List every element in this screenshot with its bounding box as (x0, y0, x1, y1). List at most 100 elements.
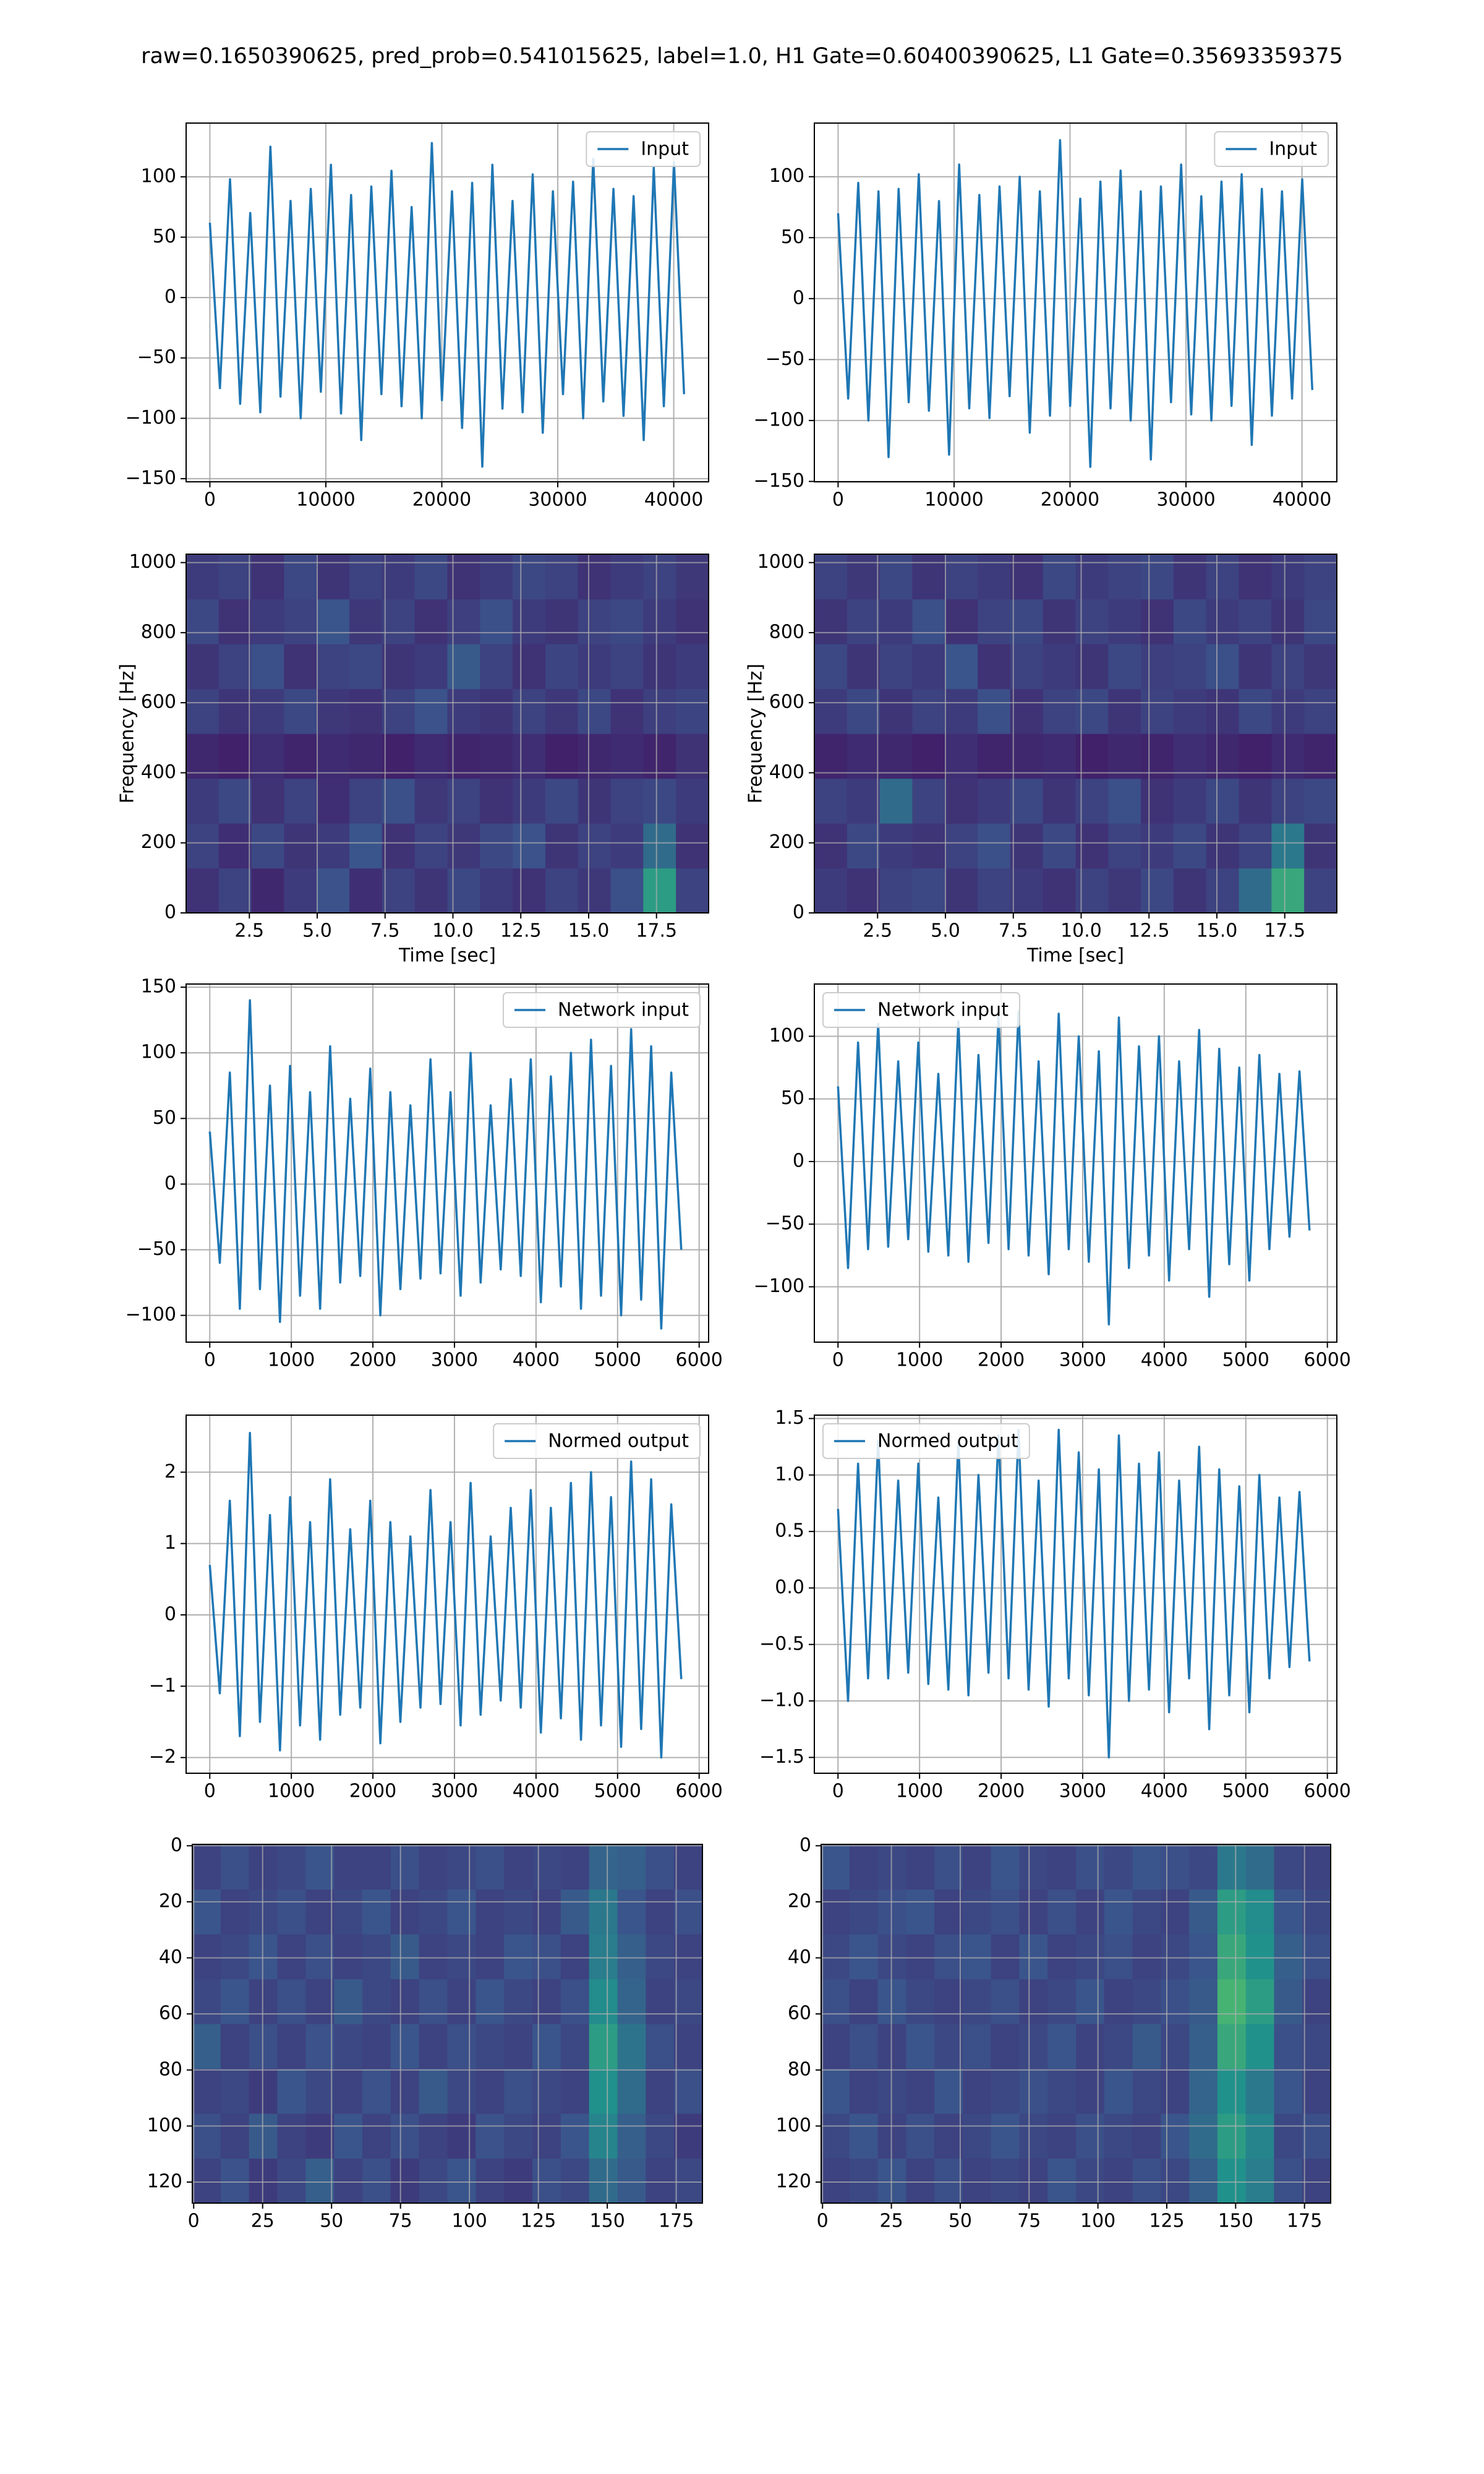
heatmap-cell (186, 734, 220, 779)
heatmap-cell (1043, 599, 1077, 644)
heatmap-cell (390, 2068, 420, 2114)
heatmap-cell (1302, 2068, 1331, 2114)
heatmap-cell (447, 1979, 476, 2024)
heatmap-cell (1239, 868, 1272, 913)
heatmap-cell (674, 1979, 702, 2024)
heatmap-cell (814, 599, 848, 644)
heatmap-cell (218, 734, 252, 779)
heatmap-cell (821, 2068, 850, 2114)
heatmap-cell (414, 599, 448, 644)
heatmap-cell (877, 2068, 906, 2114)
x-tick-label: 175 (1287, 2211, 1322, 2232)
subplot: 0 25 50 75 100 125 150 175 0 20 40 60 80 100 120 (776, 1834, 1331, 2232)
heatmap-cell (646, 2024, 675, 2070)
x-tick-label: 7.5 (370, 920, 400, 942)
x-tick-label: 50 (320, 2211, 343, 2232)
heatmap-cell (349, 688, 383, 734)
x-tick-label: 125 (1149, 2211, 1184, 2232)
heatmap-cell (676, 554, 709, 600)
heatmap-cell (334, 2068, 363, 2114)
y-tick-label: −50 (137, 1238, 176, 1260)
heatmap-cell (1173, 688, 1207, 734)
heatmap-cell (879, 778, 913, 824)
heatmap-cell (251, 778, 285, 824)
heatmap-cell (513, 823, 546, 869)
heatmap-cell (912, 599, 945, 644)
heatmap-cell (646, 1844, 675, 1890)
heatmap-cell (589, 2068, 618, 2114)
heatmap-cell (1104, 1979, 1133, 2024)
heatmap-cell (676, 644, 709, 690)
y-tick-label: 0 (164, 1173, 176, 1194)
heatmap-cell (480, 734, 513, 779)
y-axis-label: Frequency [Hz] (117, 664, 139, 803)
heatmap-cell (589, 1844, 618, 1890)
y-tick-label: −100 (754, 1275, 804, 1297)
heatmap-cell (1104, 2113, 1133, 2159)
heatmap-cell (1189, 1889, 1218, 1935)
heatmap-cell (674, 1934, 702, 1980)
heatmap-cell (945, 688, 978, 734)
heatmap-cell (1217, 2024, 1247, 2070)
y-tick-label: 2 (164, 1461, 176, 1483)
heatmap-cell (578, 734, 612, 779)
heatmap-cell (991, 2068, 1020, 2114)
heatmap-cell (589, 1934, 618, 1980)
x-tick-label: 0 (832, 1781, 844, 1802)
heatmap-cell (821, 2113, 850, 2159)
heatmap-cell (1104, 2068, 1133, 2114)
heatmap-cell (1161, 2068, 1190, 2114)
heatmap-cell (643, 644, 676, 690)
heatmap-cell (934, 1934, 963, 1980)
x-tick-label: 3000 (431, 1350, 478, 1371)
heatmap-cell (1132, 2024, 1161, 2070)
heatmap-cell (1043, 778, 1077, 824)
heatmap-cell (186, 688, 220, 734)
x-tick-label: 30000 (1156, 489, 1215, 511)
heatmap-cell (277, 1979, 306, 2024)
axes-frame (814, 1415, 1337, 1774)
heatmap-cell (646, 1889, 675, 1935)
heatmap-cell (846, 868, 881, 913)
heatmap-cell (978, 688, 1011, 734)
heatmap-cell (560, 1934, 590, 1980)
heatmap-cell (317, 823, 350, 869)
heatmap-cell (186, 644, 220, 690)
heatmap-cell (218, 823, 252, 869)
y-tick-label: 100 (141, 1042, 176, 1063)
heatmap-cell (218, 688, 252, 734)
heatmap-cell (978, 823, 1011, 869)
heatmap-cell (877, 2024, 906, 2070)
y-tick-label: 60 (159, 2003, 182, 2024)
heatmap-cell (1274, 1889, 1303, 1935)
x-tick-label: 1000 (896, 1350, 943, 1371)
y-tick-label: 0 (164, 1603, 176, 1625)
heatmap-cell (978, 599, 1011, 644)
y-tick-label: 100 (147, 2115, 182, 2136)
heatmap-cell (849, 2024, 879, 2070)
series-line (208, 999, 683, 1330)
heatmap-cell (545, 644, 579, 690)
heatmap-cell (251, 734, 285, 779)
heatmap-cell (192, 2024, 221, 2070)
heatmap-cell (643, 554, 676, 600)
x-tick-label: 2000 (978, 1781, 1025, 1802)
heatmap-cell (349, 868, 383, 913)
heatmap-cell (545, 823, 579, 869)
heatmap-cell (646, 2068, 675, 2114)
heatmap-cell (814, 823, 848, 869)
heatmap-cell (1104, 2024, 1133, 2070)
heatmap-cell (849, 2068, 879, 2114)
heatmap-cell (1076, 2113, 1105, 2159)
y-tick-label: −1.5 (759, 1746, 804, 1768)
heatmap-cell (1043, 688, 1077, 734)
heatmap-cell (1189, 2024, 1218, 2070)
heatmap-cell (589, 2113, 618, 2159)
heatmap-cell (1076, 2024, 1105, 2070)
heatmap-cell (991, 1979, 1020, 2024)
heatmap-cell (821, 1889, 850, 1935)
heatmap-cell (480, 554, 513, 600)
heatmap-cell (1274, 1844, 1303, 1890)
y-tick-label: 800 (141, 621, 176, 643)
